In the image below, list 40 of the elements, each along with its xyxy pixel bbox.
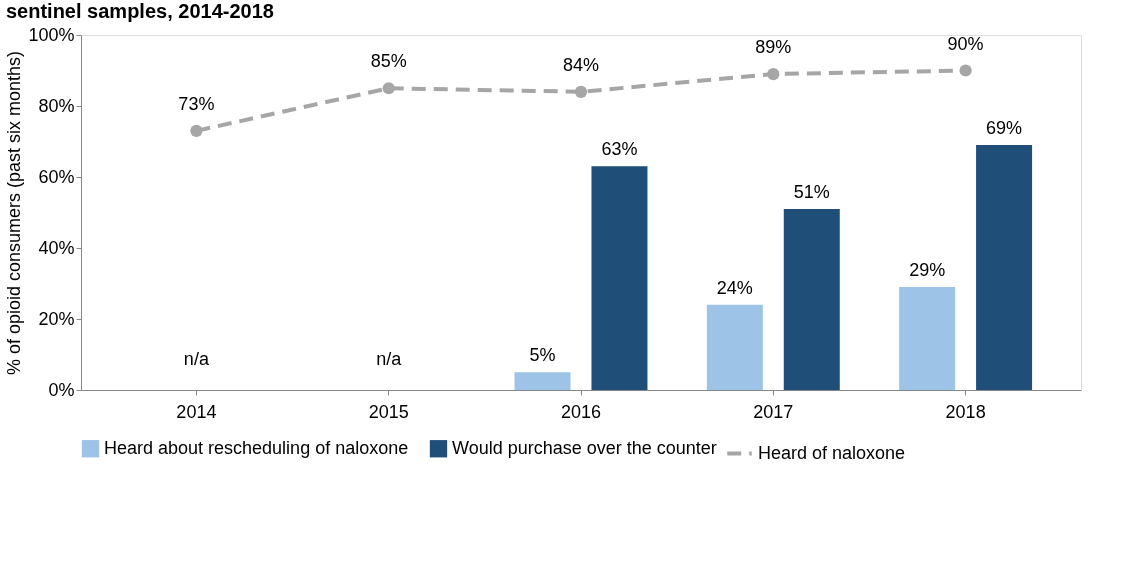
point: [959, 64, 972, 77]
y-tick-label: 40%: [38, 237, 75, 258]
x-tick-label: 2015: [368, 401, 409, 422]
data-label: 69%: [986, 118, 1023, 139]
bar: [591, 166, 648, 390]
data-label: 90%: [947, 33, 984, 54]
x-tick-label: 2017: [753, 401, 794, 422]
data-label: 84%: [562, 54, 600, 75]
bar: [514, 372, 571, 390]
annotation: n/a: [183, 349, 210, 369]
data-label: 85%: [370, 51, 407, 72]
data-label: 29%: [909, 260, 946, 281]
data-label: 5%: [529, 345, 556, 366]
data-label: 51%: [793, 181, 830, 202]
chart-title: sentinel samples, 2014-2018: [5, 0, 274, 22]
bar: [976, 145, 1033, 390]
legend-label: Heard of naloxone: [758, 442, 906, 463]
data-label: 73%: [178, 93, 215, 114]
legend-label: Would purchase over the counter: [452, 437, 717, 458]
bar: [783, 208, 840, 390]
x-tick-label: 2016: [560, 401, 602, 422]
bar: [899, 287, 956, 390]
point: [767, 67, 780, 81]
data-label: 63%: [601, 139, 638, 160]
data-label: 24%: [716, 277, 753, 298]
y-tick-label: 0%: [48, 379, 75, 400]
bar: [706, 304, 763, 390]
data-label: 89%: [755, 37, 792, 58]
legend-label: Heard about rescheduling of naloxone: [104, 437, 409, 458]
y-tick-label: 20%: [38, 308, 75, 329]
annotation: n/a: [376, 349, 403, 369]
point: [574, 85, 588, 98]
y-tick-label: 100%: [28, 24, 75, 45]
y-axis-title: % of opioid consumers (past six months): [4, 50, 25, 376]
y-tick-label: 80%: [38, 95, 75, 116]
x-tick-label: 2014: [176, 401, 217, 422]
x-tick-label: 2018: [945, 401, 986, 422]
point: [190, 124, 203, 137]
y-tick-label: 60%: [38, 166, 75, 187]
point: [382, 82, 395, 95]
